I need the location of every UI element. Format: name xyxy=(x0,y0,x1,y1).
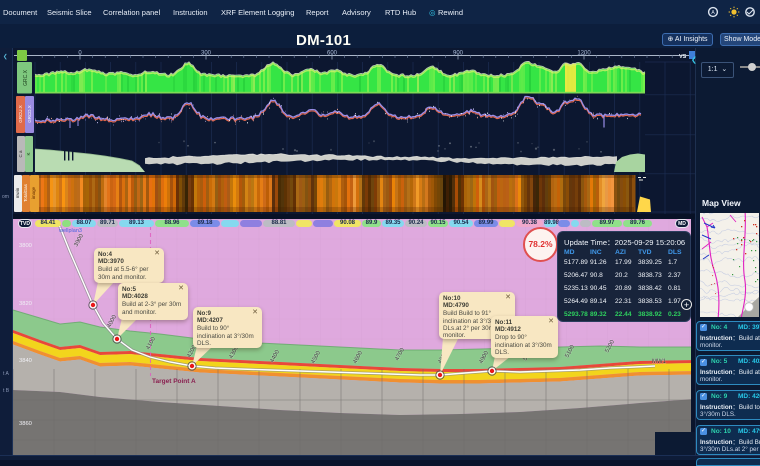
svg-text:K: K xyxy=(26,152,31,155)
svg-text:A: A xyxy=(711,10,715,16)
svg-text:3840: 3840 xyxy=(19,358,32,364)
svg-text:300: 300 xyxy=(201,51,212,57)
svg-text:GRCD.X: GRCD.X xyxy=(27,105,32,123)
svg-text:C a: C a xyxy=(18,150,23,158)
svg-text:3860: 3860 xyxy=(19,421,32,427)
svg-text:mwin: mwin xyxy=(15,187,20,198)
svg-text:1200: 1200 xyxy=(577,51,591,57)
svg-text:3800: 3800 xyxy=(19,243,32,249)
svg-text:0: 0 xyxy=(78,51,82,57)
svg-text:MW1: MW1 xyxy=(652,359,667,365)
svg-text:TotalGas: TotalGas xyxy=(23,183,28,202)
svg-text:VS: VS xyxy=(679,54,687,60)
svg-text:wellplan3: wellplan3 xyxy=(58,228,82,234)
svg-text:Target Point A: Target Point A xyxy=(152,378,196,385)
svg-text:900: 900 xyxy=(453,51,464,57)
svg-text:image: image xyxy=(31,186,36,199)
svg-text:GRC.X: GRC.X xyxy=(23,69,29,86)
svg-text:600: 600 xyxy=(327,51,338,57)
svg-text:GRCU.X: GRCU.X xyxy=(18,105,23,123)
svg-text:3820: 3820 xyxy=(19,301,32,307)
svg-text:❮: ❮ xyxy=(3,53,8,60)
